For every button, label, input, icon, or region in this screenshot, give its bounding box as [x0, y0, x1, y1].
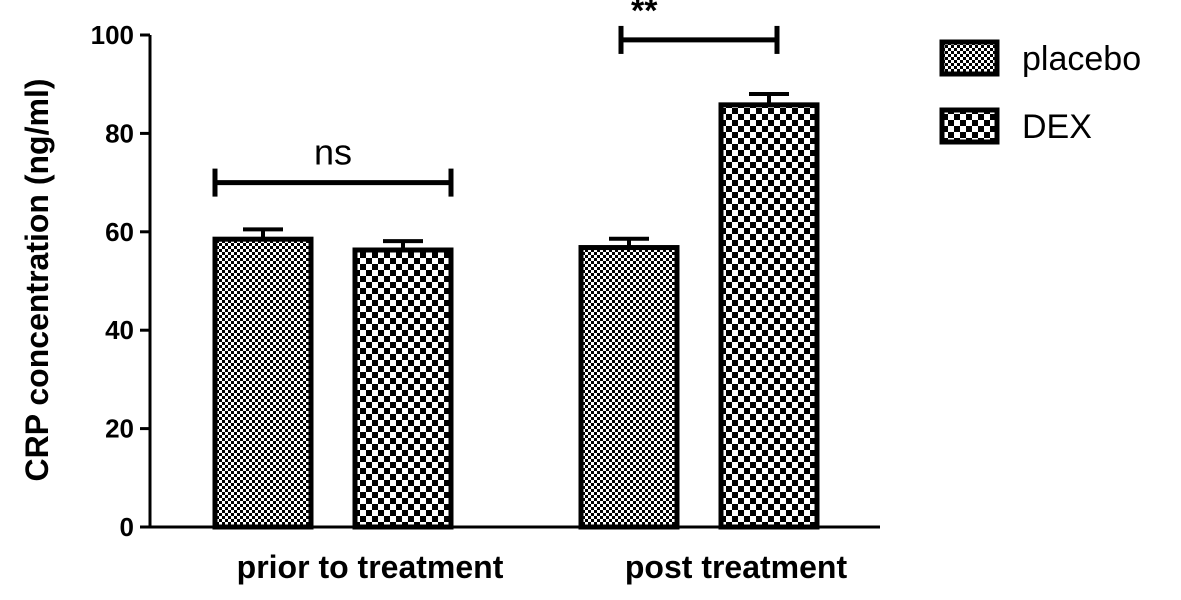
legend: placebo DEX	[939, 39, 1141, 146]
category-labels: prior to treatment post treatment	[237, 549, 848, 585]
significance-annotations: ns **	[212, 0, 780, 197]
significance-label: ns	[314, 132, 352, 173]
y-tick-label: 80	[105, 118, 134, 148]
significance-label: **	[631, 0, 658, 30]
legend-label-placebo: placebo	[1022, 40, 1141, 78]
y-ticks: 0 20 40 60 80 100	[91, 20, 150, 542]
y-tick-label: 0	[120, 512, 134, 542]
error-bars	[243, 92, 789, 251]
bar-dex-1	[718, 102, 820, 530]
x-category-label: post treatment	[625, 549, 848, 585]
y-tick-label: 60	[105, 217, 134, 247]
y-tick-label: 20	[105, 414, 134, 444]
y-axis-label: CRP concentration (ng/ml)	[19, 79, 55, 482]
y-tick-label: 40	[105, 315, 134, 345]
legend-label-dex: DEX	[1022, 108, 1092, 146]
legend-swatch-placebo	[939, 39, 1000, 77]
bar-placebo-0	[212, 236, 314, 530]
bar-dex-0	[352, 247, 454, 530]
x-category-label: prior to treatment	[237, 549, 504, 585]
bar-placebo-1	[578, 245, 680, 530]
legend-swatch-dex	[939, 107, 1000, 145]
bars	[212, 102, 820, 530]
y-tick-label: 100	[91, 20, 134, 50]
